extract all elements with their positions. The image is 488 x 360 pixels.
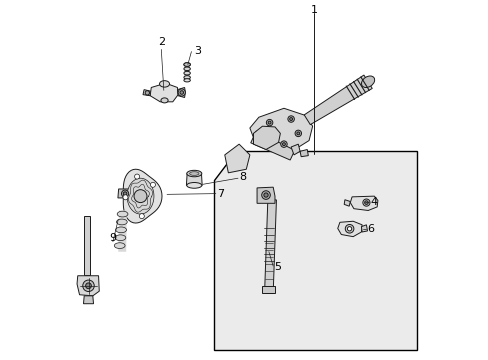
Circle shape: [134, 174, 139, 179]
Circle shape: [122, 195, 128, 200]
Text: 6: 6: [366, 225, 373, 234]
Polygon shape: [253, 126, 280, 149]
Circle shape: [180, 91, 183, 94]
Circle shape: [85, 283, 91, 289]
Circle shape: [261, 191, 270, 199]
Ellipse shape: [186, 170, 202, 177]
Ellipse shape: [189, 172, 199, 175]
Polygon shape: [304, 75, 371, 125]
Ellipse shape: [115, 235, 125, 240]
Circle shape: [266, 120, 272, 126]
Ellipse shape: [116, 219, 127, 225]
Ellipse shape: [183, 79, 190, 82]
Polygon shape: [118, 189, 132, 198]
Polygon shape: [264, 200, 276, 293]
Ellipse shape: [161, 98, 168, 103]
Circle shape: [123, 192, 126, 195]
Circle shape: [139, 213, 144, 219]
Polygon shape: [224, 144, 249, 173]
Polygon shape: [361, 225, 367, 232]
Polygon shape: [83, 216, 89, 275]
Text: 7: 7: [217, 189, 224, 199]
Polygon shape: [77, 276, 99, 296]
Text: 1: 1: [310, 5, 317, 15]
Circle shape: [280, 141, 286, 147]
Ellipse shape: [183, 67, 190, 71]
Circle shape: [178, 89, 185, 96]
Ellipse shape: [183, 63, 190, 66]
Ellipse shape: [183, 63, 190, 66]
Polygon shape: [127, 178, 154, 214]
Circle shape: [345, 225, 353, 233]
Circle shape: [121, 190, 128, 197]
Polygon shape: [150, 83, 178, 102]
Circle shape: [150, 182, 155, 187]
Text: 2: 2: [158, 37, 164, 47]
Ellipse shape: [186, 183, 202, 188]
Circle shape: [364, 201, 367, 204]
Circle shape: [134, 190, 147, 203]
Ellipse shape: [116, 227, 126, 233]
Text: 3: 3: [194, 46, 201, 56]
Polygon shape: [349, 196, 377, 211]
Text: 4: 4: [370, 197, 377, 207]
Polygon shape: [262, 286, 275, 293]
Polygon shape: [142, 90, 150, 96]
Ellipse shape: [159, 81, 169, 87]
Circle shape: [267, 121, 270, 124]
Circle shape: [346, 226, 351, 231]
Circle shape: [145, 91, 149, 95]
Polygon shape: [177, 87, 185, 98]
Polygon shape: [250, 131, 294, 160]
Polygon shape: [83, 296, 93, 304]
Text: 8: 8: [239, 172, 246, 182]
Ellipse shape: [183, 76, 190, 79]
Polygon shape: [214, 151, 416, 350]
Circle shape: [296, 132, 299, 135]
Circle shape: [362, 199, 369, 206]
Circle shape: [82, 280, 94, 292]
Polygon shape: [300, 149, 308, 157]
Polygon shape: [183, 64, 190, 80]
Circle shape: [264, 193, 267, 197]
Polygon shape: [123, 169, 162, 223]
Circle shape: [287, 116, 294, 122]
Circle shape: [294, 130, 301, 136]
Polygon shape: [257, 187, 274, 203]
Polygon shape: [344, 200, 349, 206]
Polygon shape: [118, 211, 126, 252]
Polygon shape: [337, 221, 362, 237]
Ellipse shape: [183, 71, 190, 75]
Polygon shape: [249, 108, 312, 151]
Ellipse shape: [117, 211, 128, 217]
Ellipse shape: [361, 76, 374, 87]
Ellipse shape: [114, 243, 125, 248]
Polygon shape: [290, 144, 300, 155]
Circle shape: [282, 143, 285, 145]
Text: 9: 9: [109, 233, 116, 243]
Circle shape: [289, 118, 292, 121]
Text: 5: 5: [274, 262, 281, 272]
Polygon shape: [186, 174, 202, 185]
